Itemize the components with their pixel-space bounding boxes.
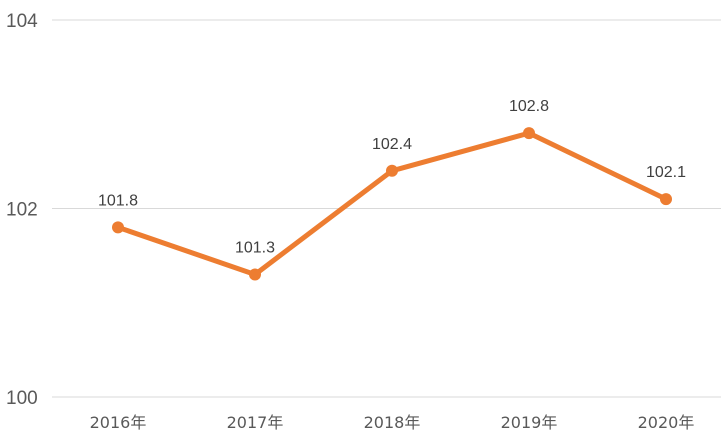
data-labels: 101.8 101.3 102.4 102.8 102.1 — [98, 98, 686, 256]
data-label: 102.8 — [509, 98, 549, 115]
y-tick-label: 104 — [6, 11, 38, 32]
x-tick-label: 2017年 — [227, 413, 284, 432]
x-tick-label: 2020年 — [638, 413, 695, 432]
data-label: 101.8 — [98, 192, 138, 209]
data-point — [249, 268, 261, 281]
data-point — [660, 193, 672, 206]
series-line — [115, 130, 669, 277]
y-axis-tick-labels: 100 102 104 — [6, 11, 38, 409]
x-axis-tick-labels: 2016年 2017年 2018年 2019年 2020年 — [90, 413, 695, 432]
gridlines — [52, 19, 721, 398]
y-tick-label: 100 — [6, 388, 38, 409]
x-tick-label: 2016年 — [90, 413, 147, 432]
data-point — [386, 164, 398, 177]
x-tick-label: 2018年 — [364, 413, 421, 432]
data-point — [112, 221, 124, 234]
data-point — [523, 127, 535, 140]
series-group — [112, 127, 672, 281]
data-label: 102.4 — [372, 136, 412, 153]
data-label: 102.1 — [646, 164, 686, 181]
y-tick-label: 102 — [6, 200, 38, 221]
x-tick-label: 2019年 — [501, 413, 558, 432]
data-label: 101.3 — [235, 239, 275, 256]
